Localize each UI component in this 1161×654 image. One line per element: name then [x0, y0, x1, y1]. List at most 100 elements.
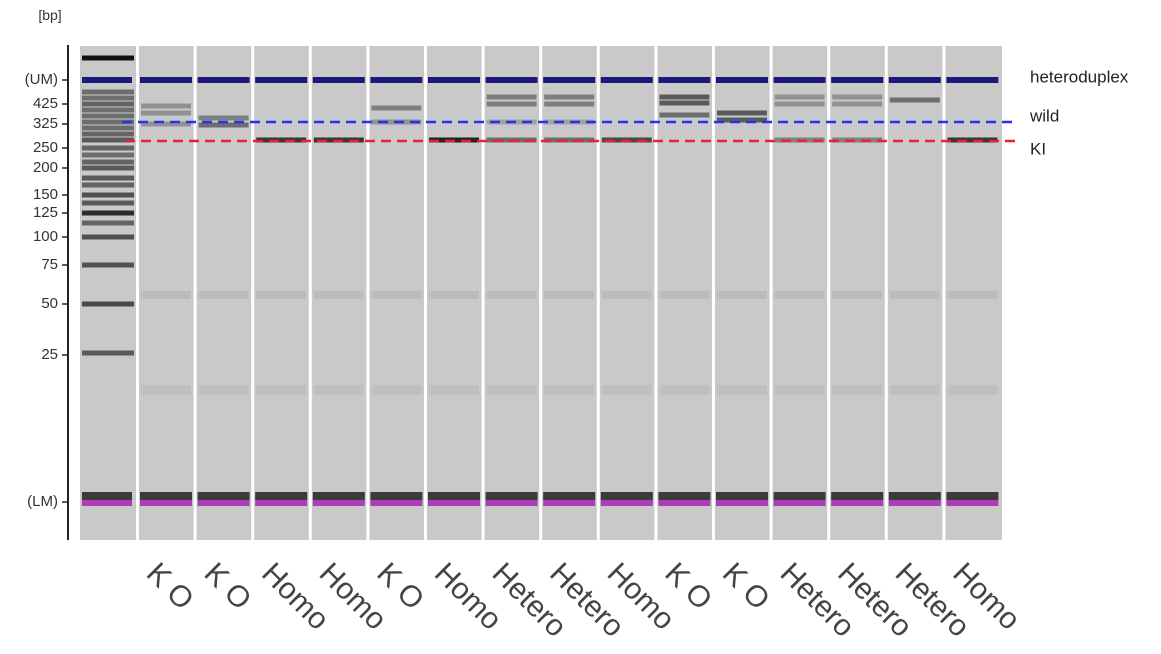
band — [141, 104, 191, 109]
lower-marker-dark — [716, 492, 768, 500]
lower-marker-dark — [255, 492, 307, 500]
ladder-band — [82, 160, 134, 165]
upper-marker — [313, 77, 365, 83]
ladder-band — [82, 211, 134, 216]
band — [371, 106, 421, 111]
gel-figure: [bp] (UM)425325250200150125100755025(LM)… — [0, 0, 1161, 654]
lower-marker — [198, 500, 250, 506]
lower-marker — [831, 500, 883, 506]
ladder-band — [82, 132, 134, 137]
upper-marker — [198, 77, 250, 83]
band — [141, 122, 191, 127]
lower-marker — [889, 500, 941, 506]
lower-marker-dark — [82, 492, 132, 500]
band — [832, 138, 882, 143]
upper-marker — [658, 77, 710, 83]
lane-label: K O — [716, 557, 776, 617]
lower-marker — [543, 500, 595, 506]
upper-marker — [255, 77, 307, 83]
ladder-band — [82, 126, 134, 131]
ladder-band — [82, 90, 134, 95]
tick-label: 75 — [41, 256, 58, 273]
ladder-band — [82, 102, 134, 107]
unit-label: [bp] — [38, 7, 61, 23]
faint-band — [487, 385, 537, 395]
faint-band — [659, 385, 709, 395]
faint-band — [256, 291, 306, 299]
faint-band — [832, 385, 882, 395]
upper-marker — [889, 77, 941, 83]
faint-band — [947, 385, 997, 395]
faint-band — [602, 385, 652, 395]
faint-band — [199, 385, 249, 395]
lower-marker — [82, 500, 132, 506]
band — [544, 102, 594, 107]
lower-marker — [716, 500, 768, 506]
faint-band — [890, 385, 940, 395]
tick-label: 425 — [33, 95, 58, 112]
band — [832, 102, 882, 107]
lower-marker — [140, 500, 192, 506]
lower-marker — [486, 500, 538, 506]
annotation: wild — [1029, 106, 1059, 125]
ladder-band — [82, 96, 134, 101]
ladder-band — [82, 176, 134, 181]
faint-band — [890, 291, 940, 299]
faint-band — [947, 291, 997, 299]
lower-marker-dark — [889, 492, 941, 500]
faint-band — [371, 291, 421, 299]
annotation: heteroduplex — [1030, 67, 1129, 86]
lower-marker-dark — [543, 492, 595, 500]
upper-marker — [946, 77, 998, 83]
upper-marker — [428, 77, 480, 83]
lane-label: K O — [140, 557, 200, 617]
upper-marker — [831, 77, 883, 83]
lower-marker-dark — [486, 492, 538, 500]
upper-marker — [716, 77, 768, 83]
band — [487, 95, 537, 100]
ladder-band — [82, 166, 134, 171]
lower-marker-dark — [428, 492, 480, 500]
faint-band — [775, 291, 825, 299]
faint-band — [544, 385, 594, 395]
faint-band — [141, 291, 191, 299]
faint-band — [717, 385, 767, 395]
ladder-band — [82, 114, 134, 119]
tick-label: 25 — [41, 346, 58, 363]
lower-marker-dark — [601, 492, 653, 500]
tick-label: 250 — [33, 139, 58, 156]
lower-marker-dark — [831, 492, 883, 500]
faint-band — [717, 291, 767, 299]
tick-label: 200 — [33, 159, 58, 176]
band — [487, 102, 537, 107]
tick-label: (LM) — [27, 493, 58, 510]
ladder-band — [82, 153, 134, 158]
upper-marker — [486, 77, 538, 83]
ladder-band — [82, 183, 134, 188]
upper-marker — [370, 77, 422, 83]
upper-marker — [601, 77, 653, 83]
lower-marker-dark — [140, 492, 192, 500]
faint-band — [429, 385, 479, 395]
band — [141, 111, 191, 116]
band — [544, 95, 594, 100]
faint-band — [256, 385, 306, 395]
tick-label: 125 — [33, 204, 58, 221]
band — [659, 95, 709, 100]
upper-marker — [774, 77, 826, 83]
ladder-band — [82, 56, 134, 61]
faint-band — [832, 291, 882, 299]
ladder-band — [82, 351, 134, 356]
faint-band — [314, 291, 364, 299]
ladder-band — [82, 146, 134, 151]
band — [775, 102, 825, 107]
ladder-band — [82, 263, 134, 268]
faint-band — [141, 385, 191, 395]
band — [256, 138, 306, 143]
lower-marker — [658, 500, 710, 506]
faint-band — [487, 291, 537, 299]
lower-marker — [601, 500, 653, 506]
ladder-band — [82, 201, 134, 206]
faint-band — [371, 385, 421, 395]
ladder-band — [82, 302, 134, 307]
